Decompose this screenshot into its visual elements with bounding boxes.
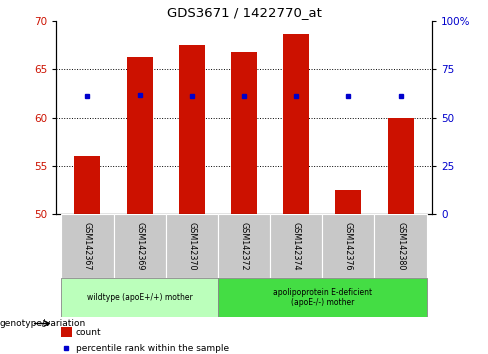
Bar (218, 278, 427, 317)
Text: wildtype (apoE+/+) mother: wildtype (apoE+/+) mother (87, 293, 192, 302)
Bar (231, 52, 257, 214)
Bar (283, 34, 309, 214)
Text: genotype/variation: genotype/variation (0, 319, 86, 328)
Bar (335, 190, 362, 214)
Text: apolipoprotein E-deficient
(apoE-/-) mother: apolipoprotein E-deficient (apoE-/-) mot… (273, 288, 372, 307)
Title: GDS3671 / 1422770_at: GDS3671 / 1422770_at (166, 6, 322, 19)
Text: GSM142369: GSM142369 (135, 222, 144, 270)
Bar (218, 214, 270, 278)
Bar (61, 214, 114, 278)
Text: count: count (76, 327, 102, 337)
Text: GSM142370: GSM142370 (187, 222, 196, 270)
Bar (270, 214, 322, 278)
Bar (166, 214, 218, 278)
Bar (374, 214, 427, 278)
Bar (322, 214, 374, 278)
Bar (114, 214, 166, 278)
Bar (74, 156, 101, 214)
Bar (179, 45, 205, 214)
Text: percentile rank within the sample: percentile rank within the sample (76, 344, 229, 353)
Bar (387, 118, 414, 214)
Bar (61, 327, 72, 337)
Text: GSM142376: GSM142376 (344, 222, 353, 270)
Text: GSM142367: GSM142367 (83, 222, 92, 270)
Text: GSM142380: GSM142380 (396, 222, 405, 270)
Text: GSM142372: GSM142372 (240, 222, 248, 270)
Bar (61, 278, 218, 317)
Text: GSM142374: GSM142374 (292, 222, 301, 270)
Bar (126, 57, 153, 214)
